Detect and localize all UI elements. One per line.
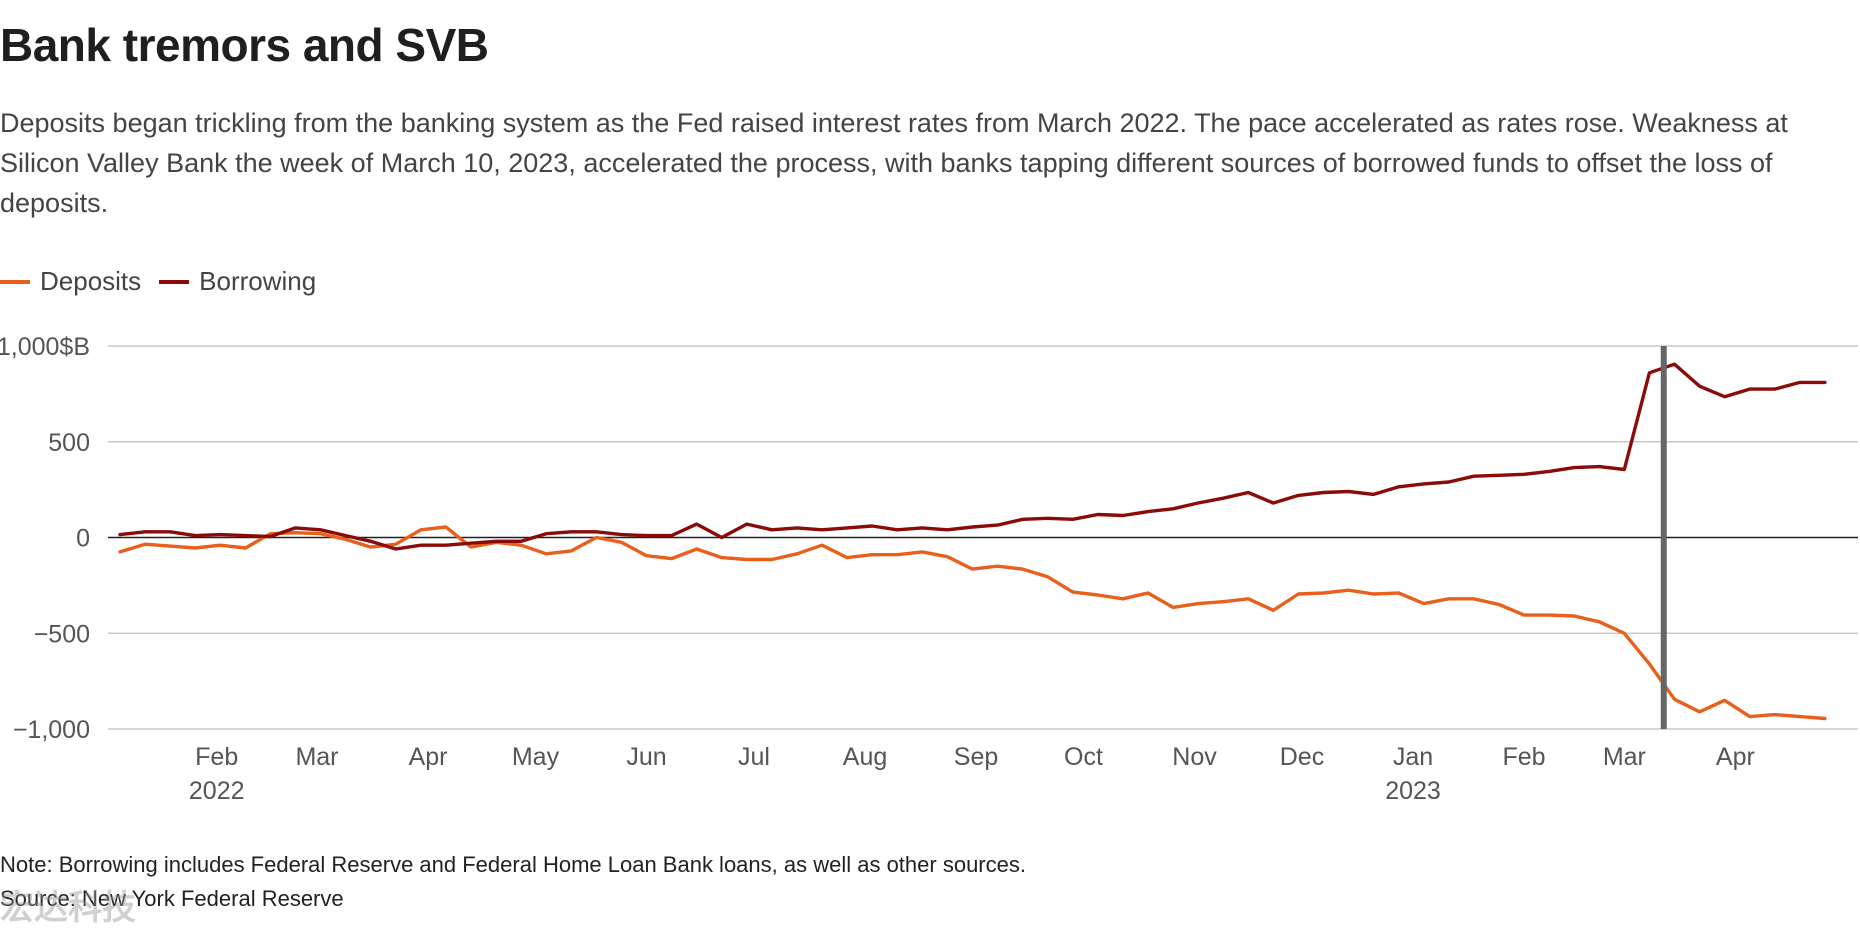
- legend-item-deposits: Deposits: [0, 266, 141, 297]
- x-tick-label: Oct: [1064, 743, 1103, 771]
- x-tick-label: Apr: [1716, 743, 1755, 771]
- x-tick-label: Mar: [295, 743, 338, 771]
- y-tick-label: −1,000: [13, 716, 90, 744]
- line-chart: 1,000$B 500 0 −500 −1,000 Feb 2022 Mar Apr May Jun…: [0, 333, 1858, 805]
- y-tick-label: −500: [34, 620, 90, 648]
- y-tick-label: 0: [76, 525, 90, 553]
- chart-title: Bank tremors and SVB: [0, 19, 489, 71]
- chart-note: Note: Borrowing includes Federal Reserve…: [0, 852, 1026, 877]
- chart-subtitle: Deposits began trickling from the bankin…: [0, 108, 1788, 218]
- legend-label-borrowing: Borrowing: [199, 266, 317, 296]
- x-tick-label: Jul: [738, 743, 770, 771]
- legend-item-borrowing: Borrowing: [159, 266, 316, 297]
- x-tick-label: Feb: [1503, 743, 1546, 771]
- x-tick-label: Nov: [1172, 743, 1217, 771]
- x-year-label: 2023: [1385, 777, 1441, 805]
- watermark: 宏达科技: [0, 888, 136, 928]
- legend-label-deposits: Deposits: [40, 266, 142, 296]
- series-line-borrowing: [118, 362, 1827, 551]
- x-tick-label: Aug: [843, 743, 887, 771]
- chart-source: Source: New York Federal Reserve: [0, 886, 344, 911]
- x-tick-label: Dec: [1280, 743, 1324, 771]
- x-year-label: 2022: [189, 777, 245, 805]
- legend: Deposits Borrowing: [0, 266, 334, 297]
- y-tick-label: 1,000$B: [0, 333, 90, 361]
- x-tick-label: Jan: [1393, 743, 1433, 771]
- x-tick-label: Feb: [195, 743, 238, 771]
- x-tick-label: Apr: [409, 743, 448, 771]
- x-tick-label: Sep: [954, 743, 998, 771]
- x-tick-label: Jun: [626, 743, 666, 771]
- y-tick-label: 500: [48, 429, 90, 457]
- legend-swatch-borrowing: [159, 279, 190, 284]
- legend-swatch-deposits: [0, 279, 30, 284]
- series-line-deposits: [118, 525, 1827, 721]
- x-tick-label: May: [512, 743, 560, 771]
- x-tick-label: Mar: [1603, 743, 1646, 771]
